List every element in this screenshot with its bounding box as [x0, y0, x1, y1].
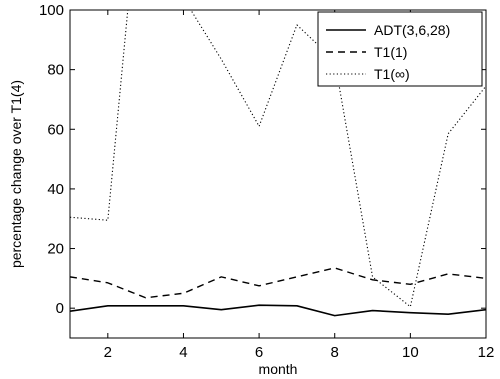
y-tick-label: 80: [47, 62, 64, 79]
y-tick-label: 0: [56, 300, 64, 317]
series-line-3: [70, 10, 486, 308]
x-tick-label: 4: [179, 344, 187, 361]
x-tick-label: 2: [104, 344, 112, 361]
y-tick-label: 100: [39, 2, 64, 19]
legend-label-1: ADT(3,6,28): [374, 22, 450, 38]
series-line-1: [70, 304, 486, 317]
x-tick-label: 8: [331, 344, 339, 361]
x-tick-label: 10: [402, 344, 419, 361]
series-line-2: [70, 267, 486, 299]
y-tick-label: 20: [47, 241, 64, 258]
plot-frame: [69, 9, 487, 339]
x-tick-label: 12: [478, 344, 495, 361]
legend: ADT(3,6,28) T1(1) T1(∞): [317, 11, 483, 87]
legend-box: [317, 11, 483, 87]
x-axis-label: month: [259, 361, 298, 377]
x-tick-label: 6: [255, 344, 263, 361]
legend-label-2: T1(1): [374, 44, 407, 60]
y-tick-label: 40: [47, 181, 64, 198]
legend-label-3: T1(∞): [374, 66, 410, 82]
y-tick-label: 60: [47, 121, 64, 138]
y-axis-label: percentage change over T1(4): [8, 80, 24, 268]
